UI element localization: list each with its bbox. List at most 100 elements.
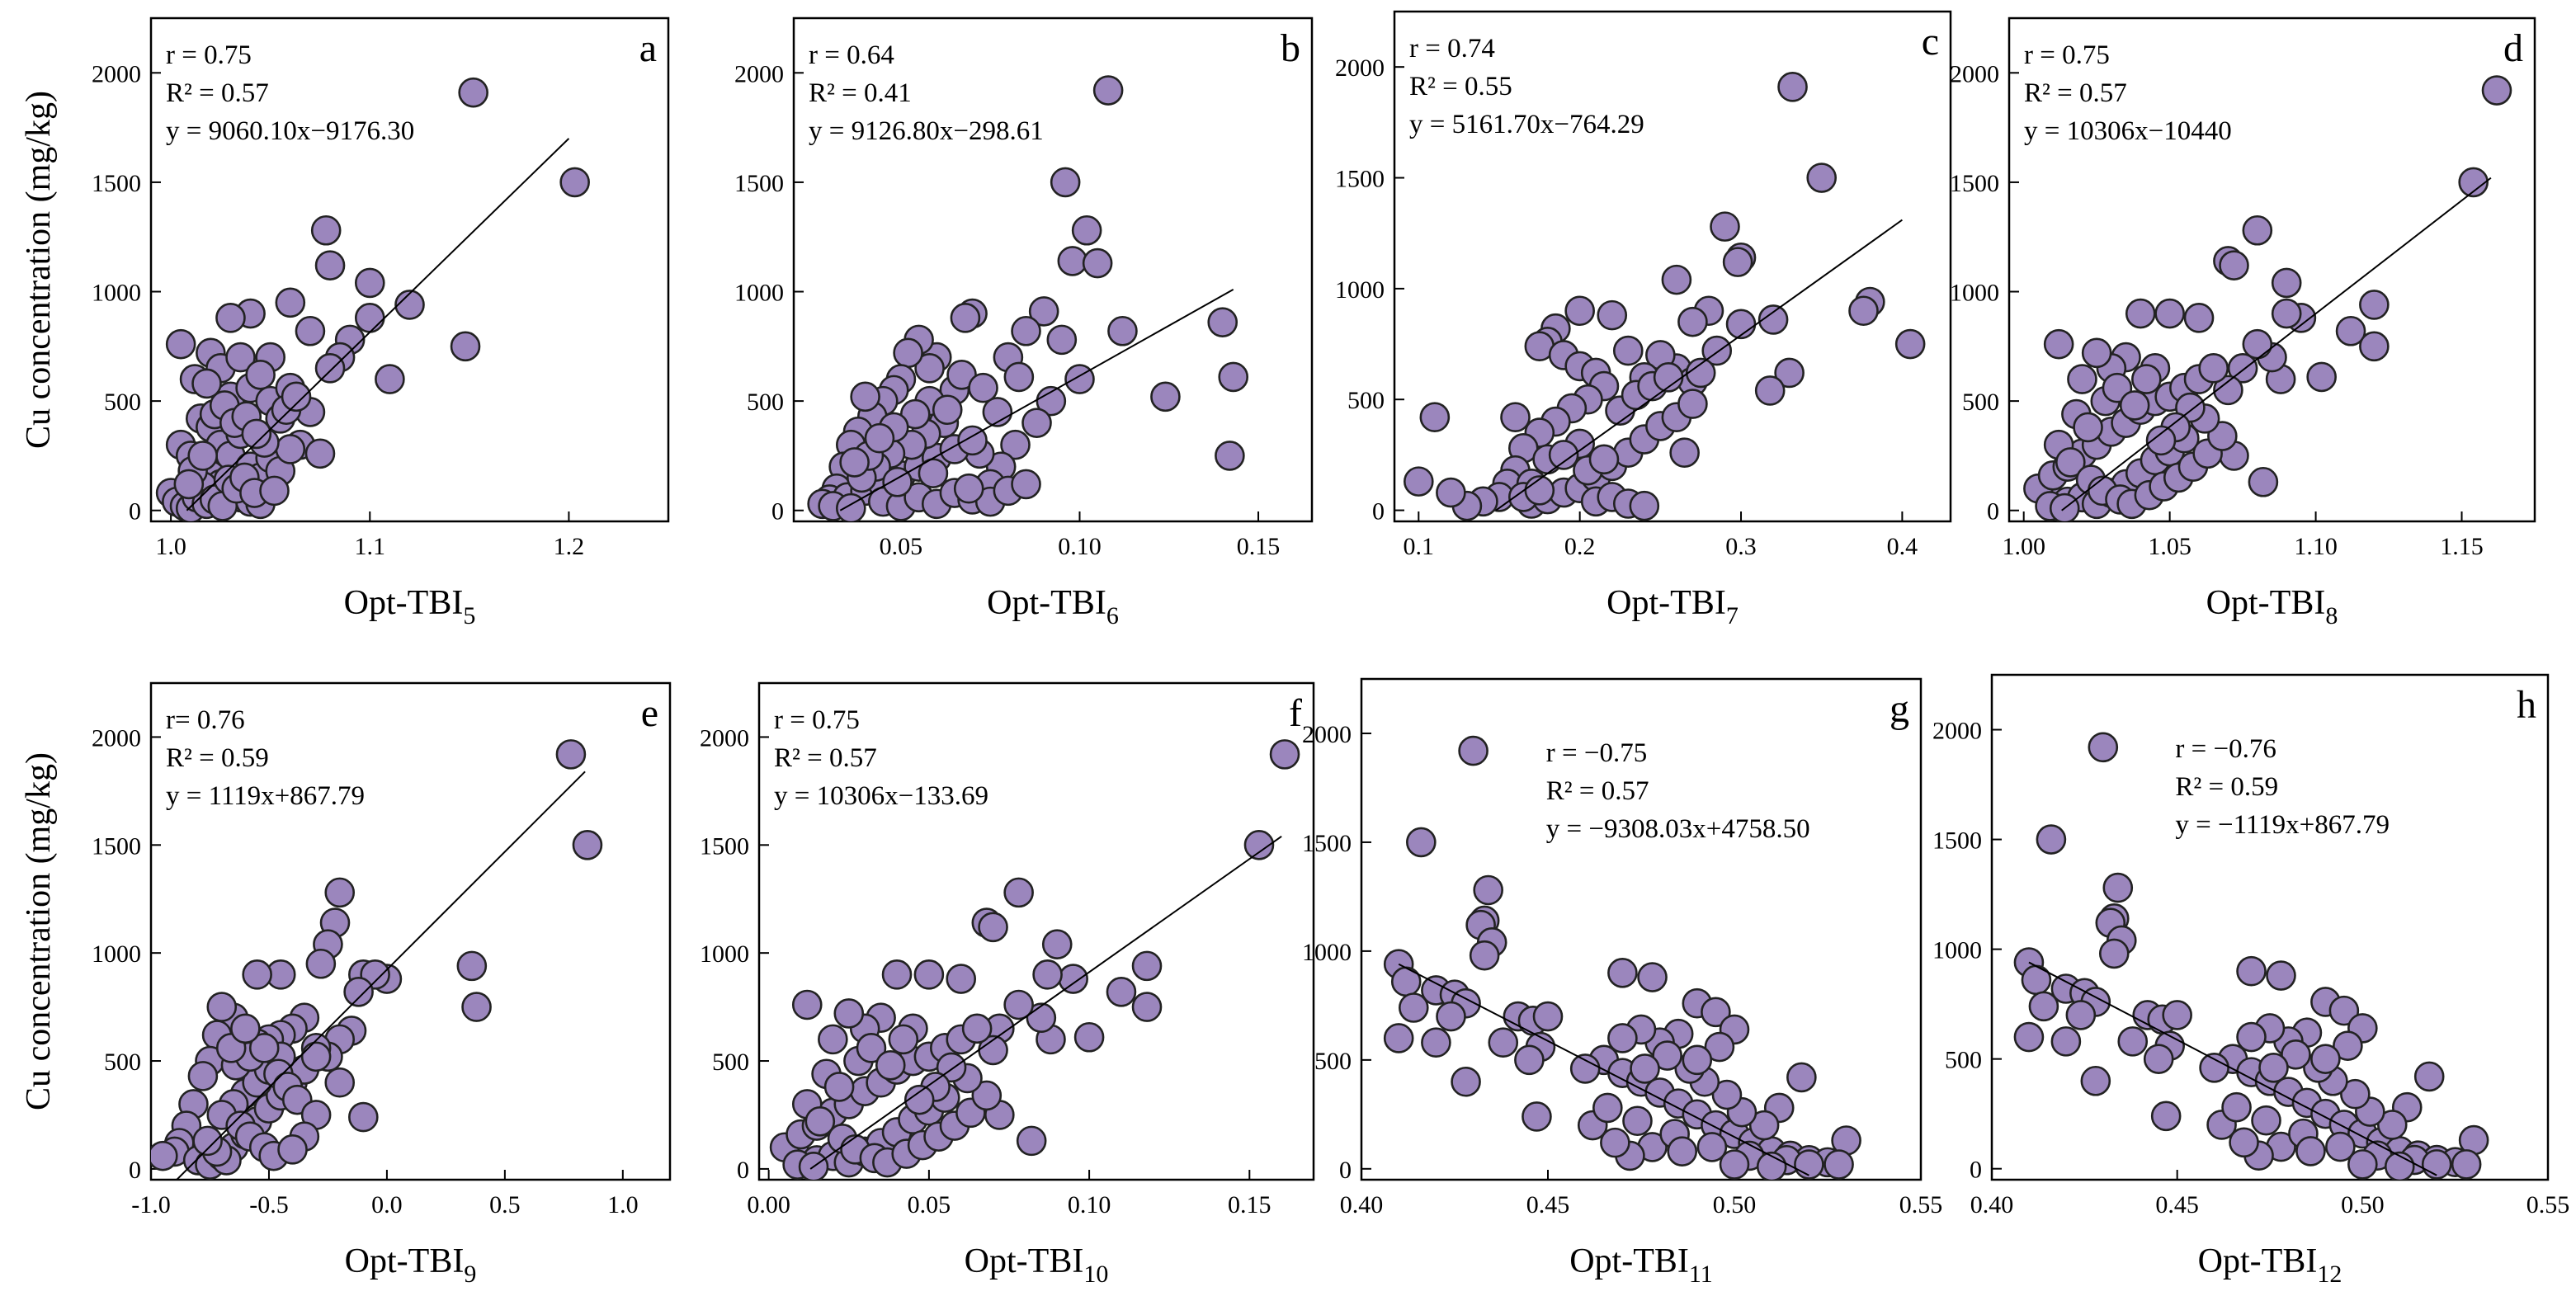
panel-b: 0 500 1000 1500 2000 0.05 0.10 0.15 r = 0.64 R² =… (734, 16, 1314, 629)
data-point (343, 976, 374, 1007)
y-tick-label: 0 (1987, 498, 1999, 526)
points (1383, 735, 1861, 1180)
data-point (1677, 306, 1708, 337)
data-point (1848, 295, 1879, 327)
data-point (2421, 1149, 2452, 1180)
x-tick-label: 0.05 (908, 1191, 951, 1218)
x-axis-label: Opt-TBI12 (2198, 1242, 2342, 1288)
data-point (1021, 408, 1052, 438)
x-tick-label: 0.0 (371, 1191, 403, 1218)
data-point (275, 287, 306, 318)
data-point (2376, 1110, 2408, 1140)
data-point (1092, 75, 1124, 106)
data-point (2131, 364, 2162, 394)
data-point (2125, 298, 2156, 329)
data-point (2271, 267, 2302, 299)
data-point (1011, 315, 1041, 346)
y-tick-label: 500 (712, 1049, 749, 1076)
data-point (1669, 437, 1700, 469)
data-point (300, 1041, 332, 1072)
data-point (1269, 739, 1300, 770)
data-point (1073, 1021, 1105, 1053)
data-point (914, 353, 945, 384)
data-point (2073, 412, 2103, 443)
panel-letter: e (641, 691, 658, 735)
data-point (394, 290, 425, 320)
stat-line: r = −0.76 (2175, 734, 2276, 764)
data-point (277, 1134, 308, 1165)
data-point (1652, 1040, 1682, 1071)
y-tick-label: 2000 (1335, 54, 1385, 82)
data-point (2328, 995, 2360, 1026)
data-point (1569, 1053, 1601, 1084)
y-tick-label: 500 (1314, 1048, 1352, 1075)
data-point (850, 381, 880, 412)
data-point (953, 473, 984, 504)
y-tick-label: 1500 (1302, 830, 1352, 857)
data-point (1436, 1001, 1466, 1032)
y-tick-label: 2000 (734, 60, 784, 87)
data-point (1064, 364, 1095, 394)
y-tick-label: 1500 (1932, 827, 1982, 855)
panel-a: 0 500 1000 1500 2000 1.0 1.1 1.2 r = 0.75 R² = 0.… (20, 16, 670, 629)
x-tick-label: 0.1 (1404, 533, 1435, 560)
data-point (881, 959, 913, 990)
panel-letter: f (1289, 691, 1302, 735)
data-point (2154, 298, 2185, 329)
stat-line: r = 0.75 (166, 40, 252, 70)
data-point (1036, 385, 1067, 417)
data-point (1003, 361, 1035, 393)
y-tick-label: 1500 (92, 170, 141, 197)
data-point (1514, 1044, 1545, 1076)
y-tick-label: 0 (771, 498, 784, 526)
plot-frame (1990, 673, 2550, 1181)
panel-g: 0 500 1000 1500 2000 0.40 0.45 0.50 0.55 r = −0.7… (1302, 677, 1942, 1288)
stat-line: r = 0.75 (2024, 40, 2110, 70)
data-point (304, 438, 336, 469)
data-point (1722, 247, 1753, 277)
data-point (2295, 1136, 2326, 1167)
data-point (1469, 940, 1500, 971)
data-point (348, 1101, 379, 1133)
data-point (1082, 247, 1113, 279)
stat-line: r = 0.64 (809, 40, 894, 70)
data-point (2340, 1078, 2371, 1110)
data-point (918, 458, 949, 488)
data-point (2310, 1044, 2341, 1074)
data-point (2055, 447, 2086, 478)
data-point (1719, 1149, 1750, 1180)
data-point (314, 250, 346, 280)
data-point (310, 214, 342, 246)
y-tick-label: 2000 (92, 724, 141, 752)
y-tick-label: 1000 (1932, 937, 1982, 964)
data-point (1458, 735, 1489, 766)
data-point (1107, 315, 1138, 346)
data-point (1398, 992, 1429, 1023)
data-point (968, 372, 998, 403)
data-point (354, 303, 385, 333)
x-tick-label: 1.0 (607, 1191, 639, 1218)
data-point (2183, 303, 2215, 333)
data-point (2013, 1021, 2045, 1053)
data-point (1661, 264, 1692, 295)
data-point (978, 912, 1008, 943)
y-tick-label: 0 (129, 498, 141, 526)
data-point (206, 992, 238, 1022)
stat-line: y = −9308.03x+4758.50 (1546, 814, 1810, 844)
stat-line: y = 9060.10x−9176.30 (166, 116, 414, 146)
y-tick-label: 1000 (92, 280, 141, 307)
data-point (2335, 315, 2366, 346)
fit-line (839, 288, 1234, 511)
x-tick-label: 0.55 (2526, 1191, 2570, 1218)
data-point (818, 1024, 848, 1055)
data-point (241, 418, 272, 450)
y-tick-label: 0 (1339, 1157, 1352, 1184)
data-point (1532, 1001, 1564, 1032)
points (2023, 75, 2512, 521)
y-tick-label: 1000 (1950, 280, 1999, 307)
data-point (295, 315, 326, 346)
data-point (946, 964, 977, 994)
fit-line (175, 771, 586, 1180)
data-point (839, 447, 870, 478)
stat-line: R² = 0.57 (774, 743, 877, 773)
